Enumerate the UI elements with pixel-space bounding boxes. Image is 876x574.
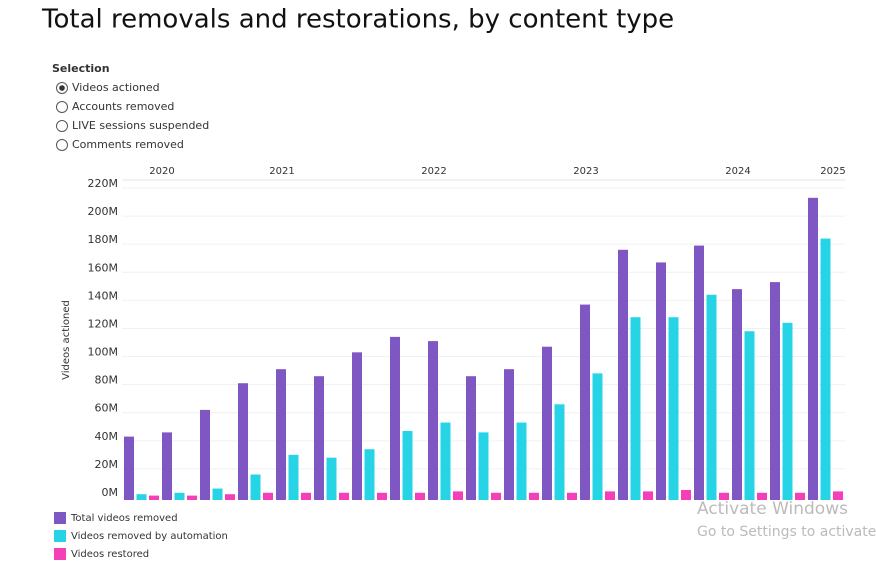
year-label: 2025 (820, 166, 845, 177)
y-tick-label: 40M (95, 430, 119, 443)
year-label: 2020 (149, 166, 174, 177)
bar (554, 404, 565, 500)
bar (782, 322, 793, 500)
y-tick-label: 160M (88, 261, 119, 274)
bar (339, 492, 349, 500)
bar (238, 383, 248, 500)
bar (314, 376, 324, 500)
bar (453, 491, 463, 500)
bar (263, 492, 273, 500)
bar (491, 492, 501, 500)
bar (567, 492, 577, 500)
legend-label: Videos restored (71, 549, 149, 560)
radio-button[interactable] (56, 139, 68, 151)
y-tick-label: 120M (88, 317, 119, 330)
bar (415, 492, 425, 500)
bar (592, 373, 603, 500)
bar (694, 245, 704, 500)
y-axis-label: Videos actioned (61, 300, 72, 380)
bar (833, 491, 843, 500)
bar (225, 494, 235, 500)
y-tick-label: 80M (95, 374, 119, 387)
radio-button[interactable] (56, 120, 68, 132)
bar (377, 492, 387, 500)
watermark: Go to Settings to activate W (697, 524, 876, 540)
bar (478, 432, 489, 500)
bar (681, 489, 691, 500)
bar (402, 430, 413, 500)
bar (200, 409, 210, 500)
bar (630, 317, 641, 500)
bar (352, 352, 362, 500)
year-label: 2021 (269, 166, 294, 177)
chart-title: Total removals and restorations, by cont… (41, 5, 674, 35)
bar (757, 492, 767, 500)
y-tick-label: 100M (88, 346, 119, 359)
bar (668, 317, 679, 500)
radio-button[interactable] (56, 101, 68, 113)
bar (136, 494, 147, 500)
bar (174, 492, 185, 500)
bar (706, 294, 717, 500)
bar (719, 492, 729, 500)
y-tick-label: 20M (95, 458, 119, 471)
bar (618, 249, 628, 500)
y-tick-label: 180M (88, 233, 119, 246)
bar (440, 422, 451, 500)
bar (820, 238, 831, 500)
radio-dot (59, 85, 65, 91)
bar (301, 492, 311, 500)
watermark: Activate Windows (697, 499, 848, 519)
year-label: 2022 (421, 166, 446, 177)
y-tick-label: 200M (88, 205, 119, 218)
bar (770, 282, 780, 500)
bar (288, 454, 299, 500)
year-label: 2024 (725, 166, 750, 177)
bar (605, 491, 615, 500)
bar (808, 197, 818, 500)
radio-label[interactable]: Accounts removed (72, 100, 174, 113)
legend-swatch (54, 512, 66, 524)
bar (149, 495, 159, 500)
y-tick-label: 140M (88, 289, 119, 302)
bar (428, 341, 438, 500)
radio-label[interactable]: LIVE sessions suspended (72, 119, 209, 132)
selection-label: Selection (52, 62, 110, 75)
bar (187, 495, 197, 500)
bar (276, 369, 286, 500)
y-tick-label: 60M (95, 402, 119, 415)
bar (250, 474, 261, 500)
bar (529, 492, 539, 500)
bar (124, 436, 134, 500)
legend-swatch (54, 530, 66, 542)
y-tick-label: 0M (102, 486, 119, 499)
bar (212, 488, 223, 500)
radio-label[interactable]: Videos actioned (72, 81, 160, 94)
radio-label[interactable]: Comments removed (72, 138, 184, 151)
bar (162, 432, 172, 500)
bar (326, 457, 337, 500)
bar (364, 449, 375, 500)
bar (643, 491, 653, 500)
y-tick-label: 220M (88, 177, 119, 190)
bar (744, 331, 755, 500)
bar (542, 346, 552, 500)
legend-swatch (54, 548, 66, 560)
bar (516, 422, 527, 500)
bar (732, 289, 742, 500)
bar (466, 376, 476, 500)
legend-label: Total videos removed (70, 513, 178, 524)
bar (390, 336, 400, 500)
year-label: 2023 (573, 166, 598, 177)
bar (504, 369, 514, 500)
bar (580, 304, 590, 500)
legend-label: Videos removed by automation (71, 531, 228, 542)
bar (795, 492, 805, 500)
bar (656, 262, 666, 500)
